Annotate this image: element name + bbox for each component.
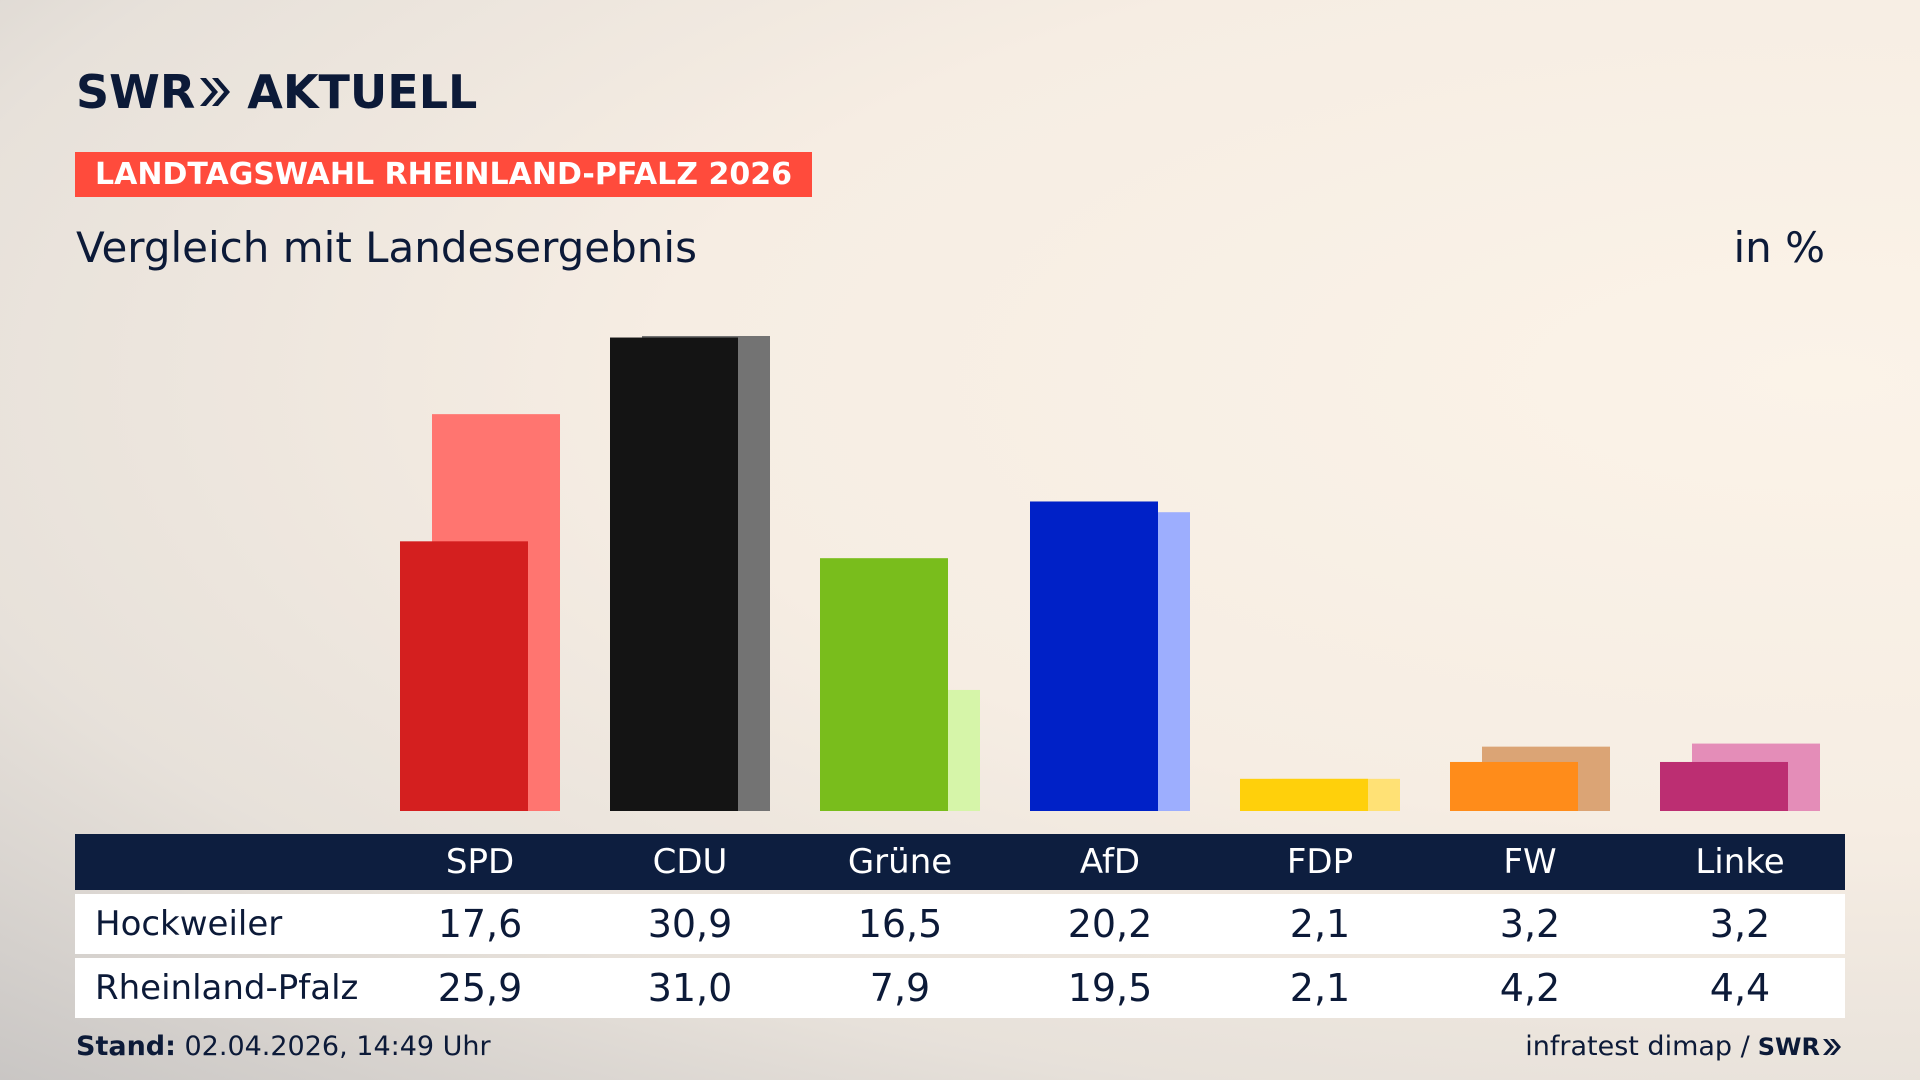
mini-logo-text: SWR bbox=[1757, 1033, 1820, 1061]
results-table: SPD CDU Grüne AfD FDP FW Linke Hockweiler 17,6… bbox=[75, 834, 1845, 1018]
value-cell: 19,5 bbox=[1067, 966, 1153, 1010]
table-header: SPD CDU Grüne AfD FDP FW Linke bbox=[75, 834, 1845, 890]
table-row-hockweiler: Hockweiler 17,6 30,9 16,5 20,2 2,1 3,2 3,2 bbox=[75, 894, 1845, 954]
swr-aktuell-logo: SWR AKTUELL bbox=[76, 66, 477, 118]
value-cell: 3,2 bbox=[1499, 902, 1561, 946]
value-cell: 2,1 bbox=[1289, 966, 1351, 1010]
party-header-spd: SPD bbox=[445, 842, 515, 882]
value-cell: 2,1 bbox=[1289, 902, 1351, 946]
bar-hockweiler-linke bbox=[1660, 761, 1788, 811]
election-badge: LANDTAGSWAHL RHEINLAND-PFALZ 2026 bbox=[75, 152, 812, 197]
chart-subtitle: Vergleich mit Landesergebnis bbox=[76, 223, 697, 272]
party-header-afd: AfD bbox=[1079, 842, 1141, 882]
bar-hockweiler-afd bbox=[1030, 501, 1158, 811]
row-label: Hockweiler bbox=[95, 904, 283, 944]
bar-hockweiler-cdu bbox=[610, 337, 738, 811]
double-chevron-icon bbox=[1823, 1039, 1841, 1055]
value-cell: 17,6 bbox=[437, 902, 523, 946]
party-header-cdu: CDU bbox=[652, 842, 728, 882]
value-cell: 25,9 bbox=[437, 966, 523, 1010]
bar-chart bbox=[400, 336, 1820, 811]
swr-mini-logo: SWR bbox=[1758, 1030, 1842, 1064]
source-credit: infratest dimap / SWR bbox=[1525, 1030, 1842, 1064]
value-cell: 4,2 bbox=[1499, 966, 1561, 1010]
party-header-linke: Linke bbox=[1695, 842, 1785, 882]
table-row-rheinland-pfalz: Rheinland-Pfalz 25,9 31,0 7,9 19,5 2,1 4,2 4,4 bbox=[75, 958, 1845, 1018]
party-header-gruene: Grüne bbox=[847, 842, 953, 882]
stand-label: Stand: bbox=[76, 1031, 176, 1062]
logo-swr-text: SWR bbox=[76, 65, 196, 119]
double-chevron-icon bbox=[200, 78, 231, 106]
unit-label: in % bbox=[1733, 223, 1825, 272]
row-label: Rheinland-Pfalz bbox=[95, 968, 359, 1008]
bar-hockweiler-gruene bbox=[820, 558, 948, 811]
bar-hockweiler-fdp bbox=[1240, 778, 1368, 811]
value-cell: 7,9 bbox=[869, 966, 931, 1010]
party-header-fdp: FDP bbox=[1286, 842, 1354, 882]
value-cell: 3,2 bbox=[1709, 902, 1771, 946]
value-cell: 20,2 bbox=[1067, 902, 1153, 946]
value-cell: 31,0 bbox=[647, 966, 733, 1010]
stand-value: 02.04.2026, 14:49 Uhr bbox=[175, 1031, 491, 1062]
timestamp: Stand: 02.04.2026, 14:49 Uhr bbox=[76, 1030, 491, 1064]
value-cell: 4,4 bbox=[1709, 966, 1771, 1010]
source-text: infratest dimap / bbox=[1525, 1031, 1750, 1062]
bar-hockweiler-fw bbox=[1450, 761, 1578, 811]
value-cell: 30,9 bbox=[647, 902, 733, 946]
logo-aktuell-text: AKTUELL bbox=[247, 65, 478, 119]
bar-hockweiler-spd bbox=[400, 541, 528, 811]
value-cell: 16,5 bbox=[857, 902, 943, 946]
party-header-fw: FW bbox=[1503, 842, 1557, 882]
